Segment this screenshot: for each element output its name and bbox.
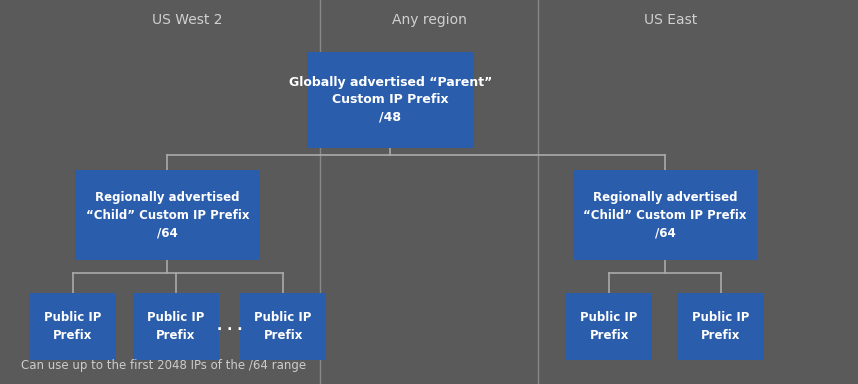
FancyBboxPatch shape (133, 293, 219, 360)
Text: Can use up to the first 2048 IPs of the /64 range: Can use up to the first 2048 IPs of the … (21, 359, 306, 372)
Text: Any region: Any region (391, 13, 467, 27)
FancyBboxPatch shape (678, 293, 764, 360)
FancyBboxPatch shape (307, 52, 474, 148)
Text: Public IP
Prefix: Public IP Prefix (45, 311, 101, 342)
Text: Public IP
Prefix: Public IP Prefix (692, 311, 749, 342)
FancyBboxPatch shape (76, 170, 259, 260)
Text: Public IP
Prefix: Public IP Prefix (581, 311, 637, 342)
Text: US East: US East (644, 13, 698, 27)
Text: Regionally advertised
“Child” Custom IP Prefix
/64: Regionally advertised “Child” Custom IP … (86, 191, 249, 239)
Text: Regionally advertised
“Child” Custom IP Prefix
/64: Regionally advertised “Child” Custom IP … (583, 191, 746, 239)
FancyBboxPatch shape (566, 293, 652, 360)
FancyBboxPatch shape (30, 293, 116, 360)
Text: US West 2: US West 2 (152, 13, 222, 27)
FancyBboxPatch shape (573, 170, 757, 260)
Text: Public IP
Prefix: Public IP Prefix (148, 311, 204, 342)
Text: . . .: . . . (217, 319, 243, 333)
Text: Globally advertised “Parent”
Custom IP Prefix
/48: Globally advertised “Parent” Custom IP P… (289, 76, 492, 124)
FancyBboxPatch shape (240, 293, 326, 360)
Text: Public IP
Prefix: Public IP Prefix (255, 311, 311, 342)
